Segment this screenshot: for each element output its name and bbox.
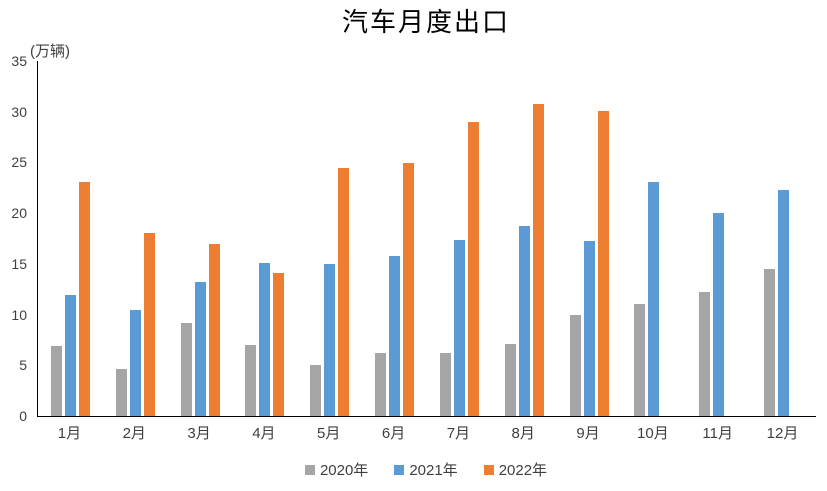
y-tick-label: 25	[11, 154, 27, 171]
bar-2020年-1月	[50, 346, 62, 416]
y-axis-unit-label: (万辆)	[30, 43, 70, 60]
bar-2022年-5月	[338, 167, 350, 416]
legend-swatch-icon	[483, 464, 494, 475]
legend-label: 2021年	[409, 462, 458, 479]
bar-2020年-9月	[569, 314, 581, 416]
legend-swatch-icon	[394, 464, 405, 475]
x-axis-label-2月: 2月	[122, 425, 146, 442]
bar-2020年-5月	[310, 365, 322, 416]
bar-2022年-7月	[467, 121, 479, 416]
x-axis-label-9月: 9月	[576, 425, 600, 442]
bar-2022年-8月	[532, 103, 544, 416]
bar-group-3月	[168, 61, 233, 416]
bar-2020年-6月	[375, 353, 387, 416]
legend-item-2022年: 2022年	[483, 459, 548, 480]
x-axis-label-10月: 10月	[637, 425, 669, 442]
bar-2021年-9月	[583, 240, 595, 416]
bar-group-10月	[621, 61, 686, 416]
bar-group-4月	[232, 61, 297, 416]
x-axis-labels: 1月 2月 3月 4月 5月 6月 7月 8月 9月 10月 11月 12月	[37, 422, 815, 443]
bar-2021年-8月	[518, 226, 530, 416]
plot-area	[37, 61, 816, 417]
y-tick-label: 0	[19, 408, 27, 424]
bar-2020年-4月	[245, 345, 257, 416]
bar-2021年-5月	[324, 263, 336, 416]
y-tick-label: 35	[11, 53, 27, 69]
bar-2021年-7月	[453, 239, 465, 416]
bar-2022年-3月	[208, 243, 220, 416]
bar-2021年-3月	[194, 282, 206, 416]
bar-2020年-11月	[699, 292, 711, 416]
bar-group-12月	[751, 61, 816, 416]
y-tick-label: 30	[11, 103, 27, 120]
bar-2021年-10月	[648, 181, 660, 416]
bar-2022年-2月	[143, 233, 155, 416]
x-axis-label-3月: 3月	[187, 425, 211, 442]
bar-2021年-1月	[64, 295, 76, 416]
bar-2021年-12月	[778, 189, 790, 416]
bar-group-9月	[557, 61, 622, 416]
bar-2021年-4月	[259, 262, 271, 416]
bar-2022年-1月	[78, 181, 90, 416]
x-axis-label-7月: 7月	[446, 425, 471, 442]
bar-2020年-10月	[634, 304, 646, 416]
bar-2022年-6月	[403, 163, 415, 416]
y-tick-label: 15	[11, 255, 27, 272]
legend-swatch-icon	[304, 464, 315, 475]
bar-group-6月	[362, 61, 427, 416]
legend-label: 2022年	[498, 462, 548, 479]
bar-group-8月	[492, 61, 557, 416]
x-axis-label-4月: 4月	[252, 425, 276, 442]
x-axis-label-1月: 1月	[57, 425, 82, 442]
legend: 2020年 2021年 2022年	[37, 459, 815, 480]
x-axis-label-11月: 11月	[702, 425, 733, 442]
y-tick-label: 10	[11, 306, 27, 323]
y-tick-label: 5	[19, 357, 27, 374]
bar-group-1月	[38, 61, 103, 416]
x-axis-label-8月: 8月	[511, 425, 535, 442]
bar-2022年-9月	[597, 110, 609, 416]
bar-group-7月	[427, 61, 492, 416]
bar-group-11月	[686, 61, 751, 416]
bar-2020年-7月	[439, 353, 451, 416]
bar-2021年-6月	[389, 255, 401, 416]
bar-2020年-12月	[764, 268, 776, 416]
legend-item-2021年: 2021年	[394, 459, 458, 480]
legend-item-2020年: 2020年	[304, 459, 369, 480]
bar-2021年-2月	[129, 309, 141, 416]
bar-2020年-3月	[180, 322, 192, 416]
bar-2020年-2月	[115, 369, 127, 416]
bar-group-5月	[297, 61, 362, 416]
bar-group-2月	[103, 61, 168, 416]
x-axis-label-12月: 12月	[766, 425, 799, 442]
bar-2021年-11月	[713, 213, 725, 416]
bar-2020年-8月	[504, 344, 516, 416]
bar-2022年-4月	[273, 273, 285, 416]
x-axis-label-5月: 5月	[317, 425, 341, 442]
x-axis-label-6月: 6月	[381, 425, 406, 442]
chart-title: 汽车月度出口	[341, 8, 510, 37]
y-tick-label: 20	[11, 205, 27, 222]
legend-label: 2020年	[319, 462, 369, 479]
